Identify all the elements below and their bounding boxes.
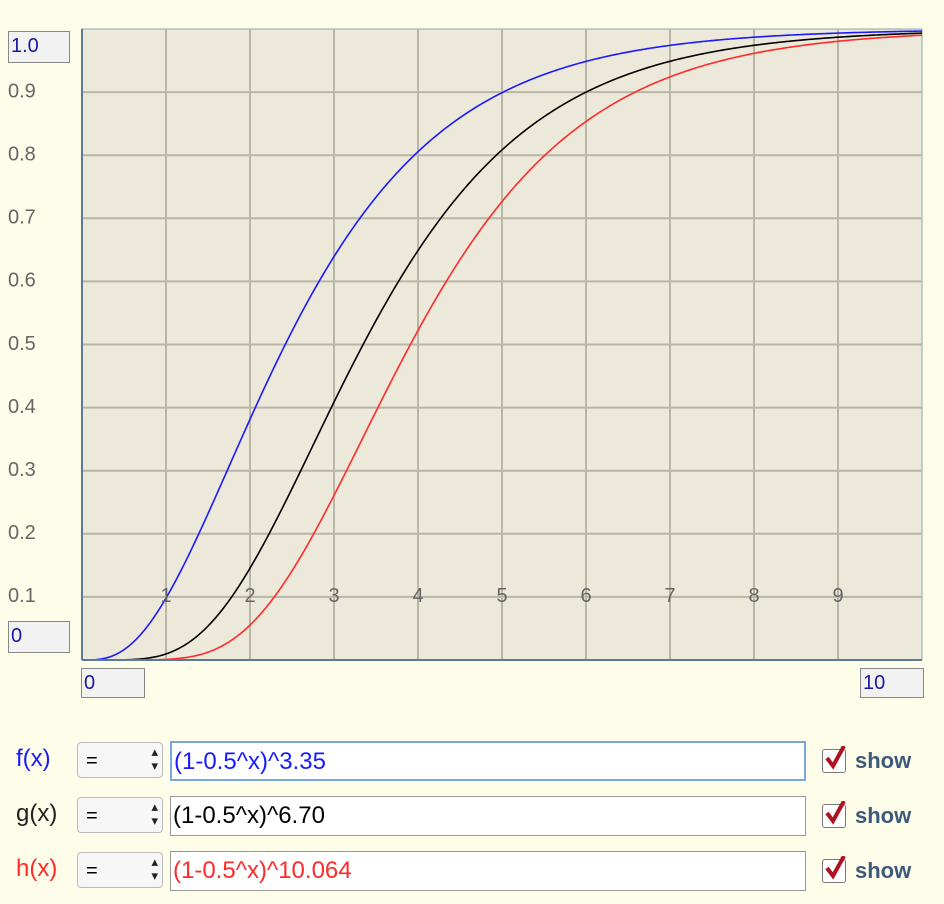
relation-select[interactable]: = bbox=[77, 797, 163, 833]
function-label: f(x) bbox=[16, 745, 51, 772]
show-checkbox[interactable] bbox=[822, 801, 846, 828]
expression-input[interactable]: (1-0.5^x)^3.35 bbox=[170, 741, 806, 781]
x-tick-label: 6 bbox=[580, 585, 591, 607]
expression-input[interactable]: (1-0.5^x)^10.064 bbox=[170, 851, 806, 891]
function-curve bbox=[82, 30, 923, 661]
relation-select[interactable]: = bbox=[77, 852, 163, 888]
expression-input[interactable]: (1-0.5^x)^6.70 bbox=[170, 796, 806, 836]
y-tick-label: 0.3 bbox=[8, 459, 36, 481]
show-label[interactable]: show bbox=[855, 748, 912, 773]
function-curve bbox=[82, 32, 923, 661]
x-tick-label: 9 bbox=[832, 585, 843, 607]
x-tick-label: 5 bbox=[496, 585, 507, 607]
relation-select[interactable]: = bbox=[77, 742, 163, 778]
x-tick-label: 4 bbox=[412, 585, 423, 607]
y-tick-label: 0.6 bbox=[8, 270, 36, 292]
y-tick-label: 0.8 bbox=[8, 143, 36, 165]
function-row: g(x) =(1-0.5^x)^6.70 show bbox=[0, 796, 944, 836]
function-label: g(x) bbox=[16, 800, 58, 827]
show-checkbox[interactable] bbox=[822, 746, 846, 773]
y-tick-label: 0.4 bbox=[8, 396, 36, 418]
ymin-input[interactable]: 0 bbox=[8, 621, 70, 653]
x-tick-label: 2 bbox=[244, 585, 255, 607]
show-label[interactable]: show bbox=[855, 803, 912, 828]
y-tick-label: 0.2 bbox=[8, 522, 36, 544]
y-tick-label: 0.9 bbox=[8, 80, 36, 102]
function-curve bbox=[82, 34, 923, 661]
xmax-input[interactable]: 10 bbox=[860, 668, 924, 698]
show-checkbox[interactable] bbox=[822, 856, 846, 883]
x-tick-label: 7 bbox=[664, 585, 675, 607]
function-row: h(x) =(1-0.5^x)^10.064 show bbox=[0, 851, 944, 891]
function-row: f(x) =(1-0.5^x)^3.35 show bbox=[0, 741, 944, 781]
x-tick-label: 8 bbox=[748, 585, 759, 607]
function-label: h(x) bbox=[16, 855, 58, 882]
y-tick-label: 0.7 bbox=[8, 207, 36, 229]
x-tick-label: 1 bbox=[160, 585, 171, 607]
xmin-input[interactable]: 0 bbox=[81, 668, 145, 698]
show-label[interactable]: show bbox=[855, 858, 912, 883]
ymax-input[interactable]: 1.0 bbox=[8, 31, 70, 63]
y-tick-label: 0.5 bbox=[8, 333, 36, 355]
y-tick-label: 0.1 bbox=[8, 585, 36, 607]
x-tick-label: 3 bbox=[328, 585, 339, 607]
